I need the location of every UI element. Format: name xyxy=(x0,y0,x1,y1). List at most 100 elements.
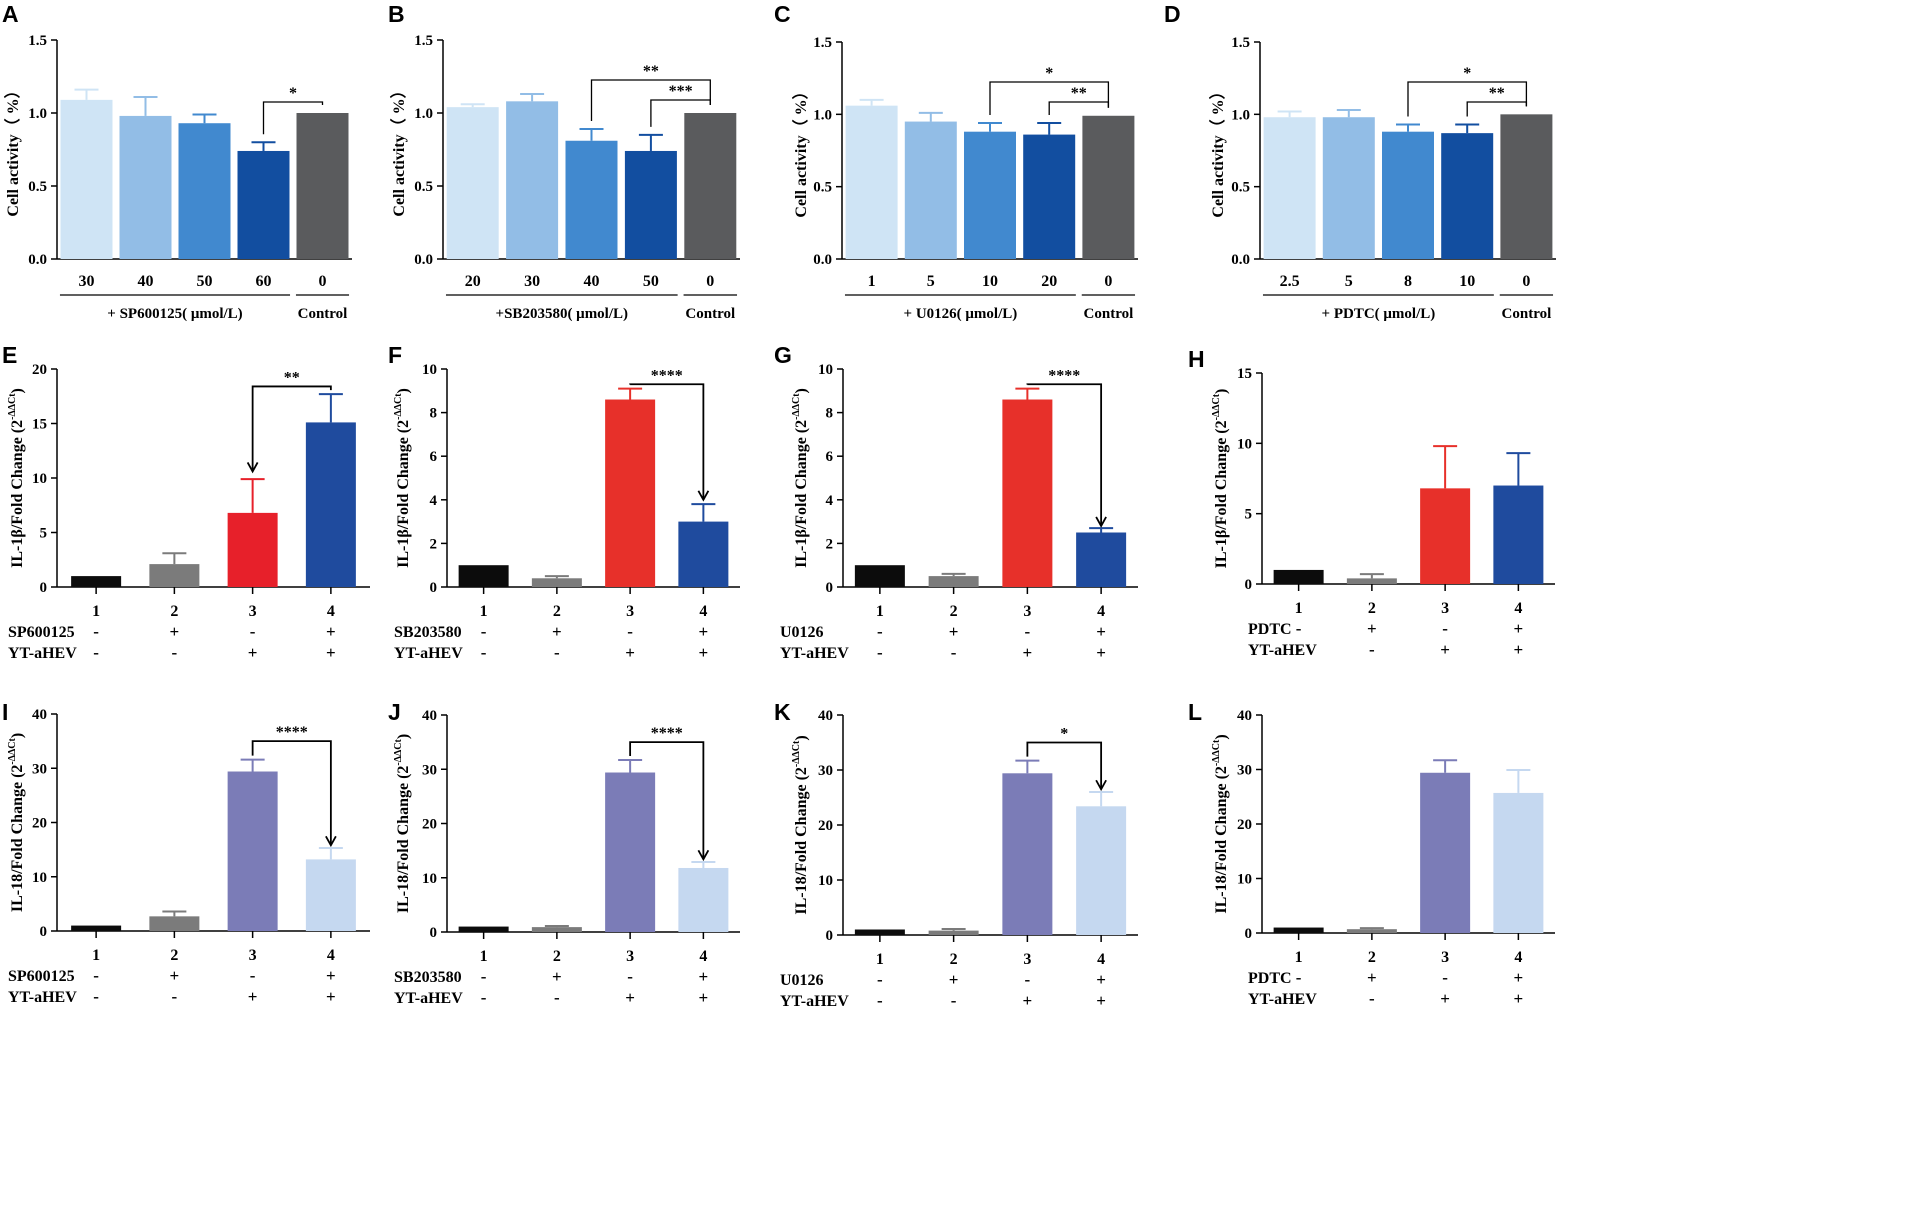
y-axis-label-close: ) xyxy=(793,388,810,393)
significance-label: ** xyxy=(643,63,659,80)
treatment-sign: + xyxy=(1096,970,1106,989)
x-tick-label: 2.5 xyxy=(1280,273,1300,290)
y-tick-label: 10 xyxy=(818,362,833,378)
bar xyxy=(237,150,290,259)
y-axis-label-superscript: -ΔΔCt xyxy=(1211,739,1222,766)
y-tick-label: 8 xyxy=(430,406,438,422)
treatment-sign: - xyxy=(877,622,883,641)
bar xyxy=(1382,131,1434,259)
x-tick-label: 3 xyxy=(1441,949,1449,966)
x-tick-label: 2 xyxy=(950,603,958,620)
x-tick-label: 5 xyxy=(1345,273,1353,290)
x-tick-label: 30 xyxy=(524,273,540,290)
treatment-sign: + xyxy=(699,967,709,986)
panel-letter: L xyxy=(1188,699,1202,725)
y-tick-label: 20 xyxy=(32,816,47,832)
treatment-sign: - xyxy=(93,987,99,1006)
treatment-sign: - xyxy=(481,622,487,641)
x-tick-label: 60 xyxy=(256,273,272,290)
significance-bracket xyxy=(989,81,1110,116)
significance-label: ** xyxy=(1489,85,1505,102)
y-axis-label-close: ) xyxy=(1213,389,1230,394)
x-tick-label: 2 xyxy=(170,603,178,620)
x-tick-label: 0 xyxy=(1522,273,1530,290)
y-tick-label: 5 xyxy=(40,526,48,542)
bar xyxy=(1493,485,1544,584)
x-tick-label: 1 xyxy=(876,603,884,620)
bar xyxy=(305,859,356,931)
treatment-sign: + xyxy=(1440,640,1450,659)
treatment-sign: - xyxy=(250,622,256,641)
bar xyxy=(1420,488,1471,584)
treatment-sign: - xyxy=(1442,619,1448,638)
treatment-sign: + xyxy=(1096,643,1106,662)
y-axis-label-close: ) xyxy=(395,734,412,739)
y-tick-label: 0.5 xyxy=(813,180,832,196)
y-tick-label: 0 xyxy=(1245,926,1253,942)
x-tick-label: 1 xyxy=(876,951,884,968)
y-tick-label: 20 xyxy=(818,818,833,834)
y-tick-label: 1.0 xyxy=(1231,107,1250,123)
treatment-sign: + xyxy=(326,643,336,662)
y-tick-label: 0.0 xyxy=(1231,252,1250,268)
treatment-sign: + xyxy=(170,622,180,641)
bar xyxy=(178,123,231,259)
significance-bracket xyxy=(1048,101,1110,116)
bar xyxy=(1076,532,1127,587)
x-tick-label: 4 xyxy=(1097,951,1105,968)
treatment-sign: - xyxy=(1296,640,1302,659)
y-axis-label-text: IL-18/Fold Change (2 xyxy=(9,765,26,913)
treatment-sign: + xyxy=(1023,643,1033,662)
treatment-sign: - xyxy=(877,643,883,662)
y-axis-label: IL-18/Fold Change (2-ΔΔCt) xyxy=(393,734,412,913)
treatment-sign: - xyxy=(1296,989,1302,1008)
bar xyxy=(227,771,278,931)
treatment-sign: + xyxy=(1367,619,1377,638)
significance-label: **** xyxy=(651,367,683,384)
panel-letter: I xyxy=(2,699,8,725)
y-axis-label-close: ) xyxy=(1213,734,1230,739)
bar xyxy=(1076,806,1127,935)
y-axis-label-text: IL-1β/Fold Change (2 xyxy=(793,420,810,568)
treatment-sign: + xyxy=(699,643,709,662)
bar xyxy=(684,113,737,259)
y-axis-label: IL-1β/Fold Change (2-ΔΔCt) xyxy=(791,388,810,568)
treatment-label: YT-aHEV xyxy=(1248,991,1317,1008)
y-tick-label: 0.5 xyxy=(1231,180,1250,196)
treatment-sign: - xyxy=(877,970,883,989)
x-tick-label: 10 xyxy=(1459,273,1475,290)
y-axis-label-superscript: -ΔΔCt xyxy=(1211,393,1222,420)
treatment-label: YT-aHEV xyxy=(8,645,77,662)
y-axis-label-superscript: -ΔΔCt xyxy=(791,740,802,767)
panel-C: C 0.0 0.5 1.0 1.5 Cell activity（ %） 1 5 10 20 0 + U… xyxy=(774,1,1138,322)
x-tick-label: 0 xyxy=(1104,273,1112,290)
panel-J: J 0 10 20 30 40 IL-18/Fold Change (2-ΔΔCt) 1 2 3 4… xyxy=(388,699,740,1007)
y-tick-label: 20 xyxy=(1237,817,1252,833)
bar xyxy=(1082,115,1135,259)
bar xyxy=(1500,114,1553,259)
treatment-label: U0126 xyxy=(780,972,824,989)
bar xyxy=(458,565,509,587)
y-axis-label: IL-18/Fold Change (2-ΔΔCt) xyxy=(791,735,810,914)
significance-bracket xyxy=(1026,383,1103,526)
significance-label: * xyxy=(1060,726,1068,743)
significance-bracket xyxy=(1026,741,1103,790)
treatment-sign: - xyxy=(481,967,487,986)
panel-L: L 0 10 20 30 40 IL-18/Fold Change (2-ΔΔCt) 1 2 3 4… xyxy=(1188,699,1555,1008)
y-axis-label-text: Cell activity（ %） xyxy=(1209,83,1227,217)
y-tick-label: 6 xyxy=(430,449,438,465)
significance-label: * xyxy=(1045,65,1053,82)
treatment-sign: - xyxy=(554,988,560,1007)
significance-arrowhead xyxy=(1095,779,1107,792)
treatment-label: SB203580 xyxy=(394,969,462,986)
bar xyxy=(928,576,979,587)
bar xyxy=(1002,773,1053,935)
bar xyxy=(1441,133,1494,259)
y-tick-label: 1.5 xyxy=(1231,35,1250,51)
treatment-label: SB203580 xyxy=(394,624,462,641)
y-tick-label: 0.0 xyxy=(813,252,832,268)
significance-arrowhead xyxy=(697,849,710,862)
treatment-label: YT-aHEV xyxy=(394,645,463,662)
significance-bracket xyxy=(629,383,705,500)
bar xyxy=(149,916,200,931)
